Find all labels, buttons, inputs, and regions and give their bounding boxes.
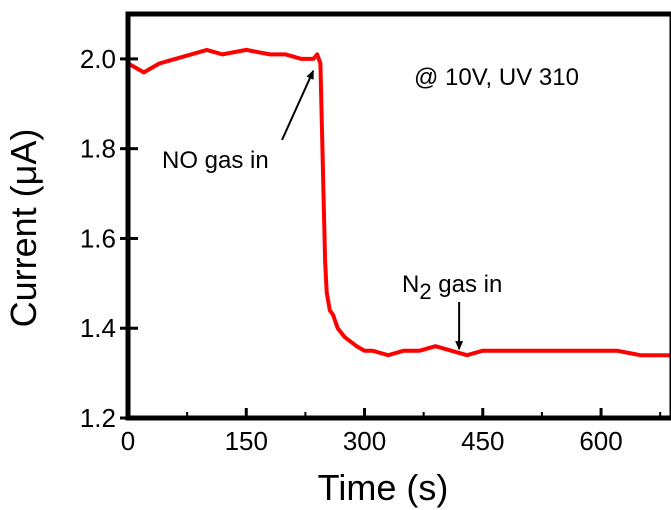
annotation-arrows (281, 69, 464, 351)
x-tick-label-300: 300 (343, 426, 386, 456)
x-tick-label-150: 150 (225, 426, 268, 456)
x-tick-label-600: 600 (579, 426, 622, 456)
series-layer (127, 47, 671, 358)
n2-annotation-rest: gas in (432, 271, 503, 298)
y-tick-label-1.2: 1.2 (80, 403, 116, 433)
n2-symbol: N (402, 271, 419, 298)
x-axis-title: Time (s) (318, 467, 449, 508)
tick-layer (120, 57, 662, 420)
no-gas-annotation: NO gas in (162, 147, 269, 174)
n2-gas-annotation: N2 gas in (402, 271, 502, 304)
plot-frame (125, 11, 671, 421)
n2-subscript: 2 (419, 279, 431, 304)
condition-annotation: @ 10V, UV 310 (414, 64, 579, 91)
y-tick-label-1.6: 1.6 (80, 223, 116, 253)
tick-label-layer: 0 150 300 450 600 1.2 1.4 1.6 1.8 2.0 (80, 44, 623, 456)
y-tick-label-2.0: 2.0 (80, 44, 116, 74)
x-tick-label-450: 450 (461, 426, 504, 456)
series-line-0 (127, 47, 671, 358)
y-tick-label-1.8: 1.8 (80, 134, 116, 164)
no-gas-arrow (281, 69, 315, 141)
y-tick-label-1.4: 1.4 (80, 313, 116, 343)
x-tick-label-0: 0 (121, 426, 135, 456)
y-axis-title: Current (μA) (3, 129, 44, 328)
